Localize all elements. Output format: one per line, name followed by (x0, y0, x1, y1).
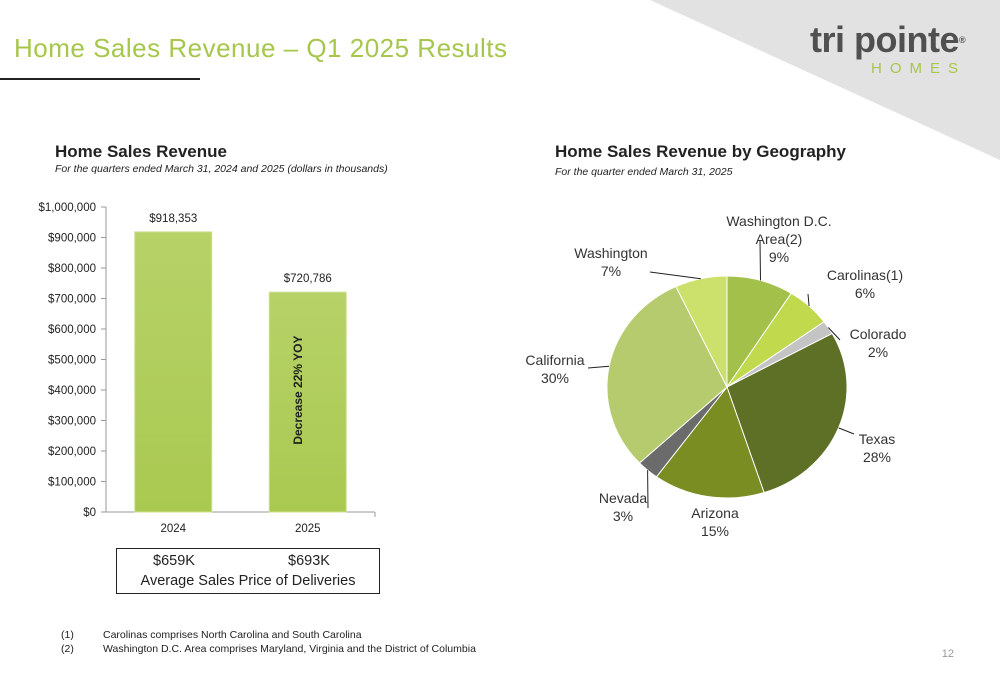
pie-slice-texas (726, 332, 848, 494)
pie-label-percent: 9% (769, 249, 789, 265)
footnote-2-text: Washington D.C. Area comprises Maryland,… (103, 643, 476, 655)
pie-label-percent: 2% (868, 344, 888, 360)
pie-label: Nevada 3% (599, 490, 647, 524)
bar-chart-subtitle: For the quarters ended March 31, 2024 an… (55, 163, 388, 175)
footnote-1: (1) Carolinas comprises North Carolina an… (61, 629, 362, 641)
page-number: 12 (941, 648, 954, 660)
pie-label-name: California (525, 352, 584, 368)
pie-label-name: Area(2) (756, 231, 803, 247)
pie-chart-subtitle: For the quarter ended March 31, 2025 (555, 166, 733, 178)
logo-registered-mark: ® (958, 35, 966, 45)
y-tick-label: $500,000 (48, 355, 96, 367)
average-sales-price-box: $659K $693K Average Sales Price of Deliv… (116, 548, 380, 594)
y-tick-label: $700,000 (48, 294, 96, 306)
footnote-1-number: (1) (61, 629, 74, 641)
title-underline (0, 78, 200, 80)
footnote-1-text: Carolinas comprises North Carolina and S… (103, 629, 362, 641)
pie-leader-line (827, 327, 841, 341)
footnote-2-number: (2) (61, 643, 74, 655)
y-tick-label: $900,000 (48, 233, 96, 245)
asp-2025-value: $693K (288, 553, 330, 569)
pie-label: Washington 7% (574, 245, 647, 279)
slide-title: Home Sales Revenue – Q1 2025 Results (14, 33, 508, 63)
pie-label-name: Nevada (599, 490, 647, 506)
x-tick-label: 2025 (295, 523, 321, 535)
bar-data-label: $918,353 (149, 213, 197, 225)
pie-label-name: Washington D.C. (726, 213, 831, 229)
pie-label: Texas 28% (859, 431, 896, 465)
bar-chart-title: Home Sales Revenue (55, 142, 227, 161)
asp-caption: Average Sales Price of Deliveries (140, 573, 356, 589)
pie-slice-california (606, 285, 728, 464)
pie-leader-line (649, 271, 701, 280)
logo-wordmark: tri pointe (810, 19, 959, 60)
pie-label: Washington D.C. Area(2) 9% (726, 213, 831, 265)
pie-leader-line (759, 239, 761, 281)
y-tick-label: $600,000 (48, 324, 96, 336)
decrease-annotation: Decrease 22% YOY (291, 335, 305, 444)
asp-2024-value: $659K (153, 553, 195, 569)
bar-data-label: $720,786 (284, 273, 332, 285)
company-logo: tri pointe® HOMES (810, 19, 970, 78)
x-tick-label: 2024 (160, 523, 186, 535)
pie-label: Carolinas(1) 6% (827, 267, 903, 301)
pie-label-percent: 28% (863, 449, 891, 465)
pie-label-percent: 3% (613, 508, 633, 524)
logo-subtitle: HOMES (870, 60, 966, 77)
pie-slice-arizona (655, 385, 765, 499)
pie-chart-title: Home Sales Revenue by Geography (555, 142, 846, 161)
pie-label-name: Carolinas(1) (827, 267, 903, 283)
footnote-2: (2) Washington D.C. Area comprises Maryla… (61, 643, 476, 655)
pie-slice-washington (675, 275, 728, 388)
pie-label: Arizona 15% (691, 505, 739, 539)
pie-leader-line (587, 365, 610, 369)
y-tick-label: $200,000 (48, 446, 96, 458)
pie-label-percent: 15% (701, 523, 729, 539)
pie-label-name: Colorado (850, 326, 907, 342)
bar-2024 (134, 231, 213, 513)
pie-label-name: Texas (859, 431, 896, 447)
pie-label-percent: 30% (541, 370, 569, 386)
pie-label-name: Arizona (691, 505, 739, 521)
y-tick-label: $400,000 (48, 385, 96, 397)
y-tick-label: $1,000,000 (38, 202, 96, 214)
pie-leader-line (838, 427, 855, 435)
pie-label: Colorado 2% (850, 326, 907, 360)
y-tick-label: $300,000 (48, 416, 96, 428)
pie-label-name: Washington (574, 245, 647, 261)
pie-label-percent: 6% (855, 285, 875, 301)
y-tick-label: $800,000 (48, 263, 96, 275)
pie-label-percent: 7% (601, 263, 621, 279)
pie-leader-line (807, 293, 810, 307)
pie-label: California 30% (525, 352, 584, 386)
y-tick-label: $100,000 (48, 477, 96, 489)
bar-2025 (268, 291, 347, 513)
y-tick-label: $0 (83, 507, 96, 519)
